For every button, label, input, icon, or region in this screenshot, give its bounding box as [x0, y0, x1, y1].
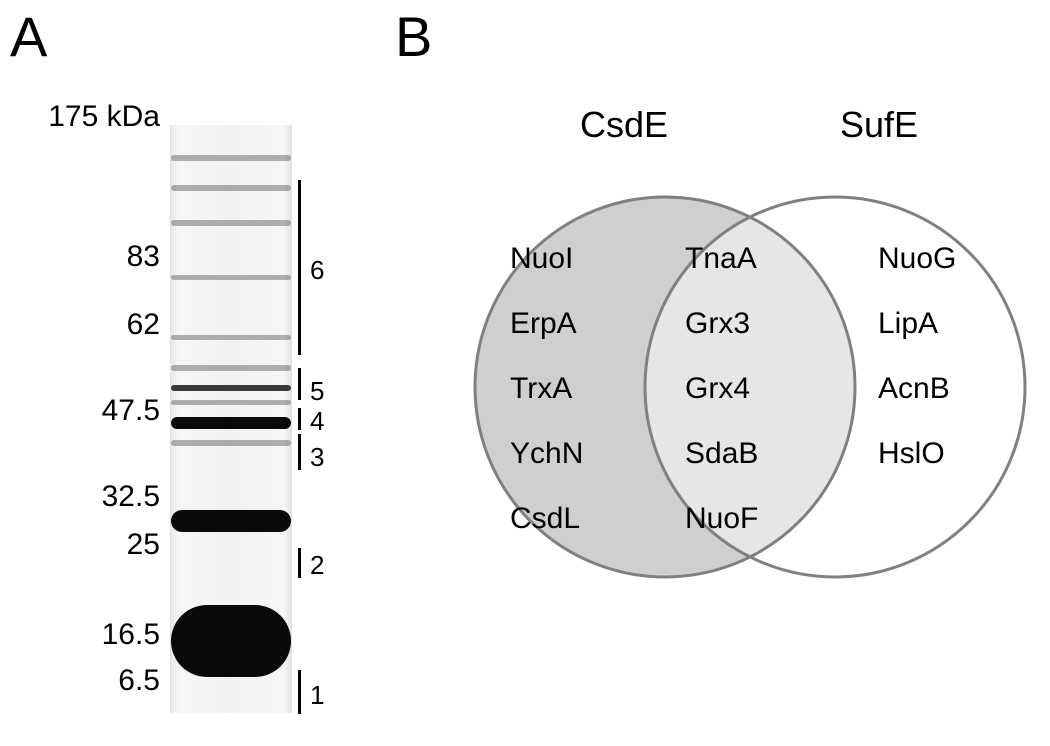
gel-band — [171, 400, 291, 405]
gel-band — [171, 155, 291, 161]
venn-item-right: LipA — [878, 307, 938, 341]
gel-region-number: 2 — [310, 550, 324, 581]
panel-b-label: B — [395, 4, 432, 69]
gel-band — [171, 440, 291, 446]
venn-item-left: ErpA — [510, 307, 577, 341]
gel-band — [171, 510, 291, 532]
mw-marker-label: 6.5 — [118, 664, 160, 698]
gel-region-number: 5 — [310, 376, 324, 407]
venn-item-overlap: SdaB — [685, 437, 758, 471]
venn-panel: CsdE SufE NuoIErpATrxAYchNCsdLTnaAGrx3Gr… — [470, 112, 1050, 672]
mw-marker-label: 32.5 — [102, 480, 160, 514]
gel-region-number: 1 — [310, 680, 324, 711]
venn-item-overlap: Grx3 — [685, 307, 750, 341]
gel-region-number: 3 — [310, 442, 324, 473]
gel-region-bar — [298, 408, 301, 430]
gel-region-bar — [298, 368, 301, 400]
gel-region-bar — [298, 670, 301, 714]
gel-region-bar — [298, 180, 301, 355]
gel-region-bar — [298, 548, 301, 578]
venn-right-title: SufE — [840, 104, 918, 146]
venn-item-left: YchN — [510, 437, 583, 471]
gel-region-number: 6 — [310, 255, 324, 286]
venn-item-right: HslO — [878, 437, 945, 471]
gel-band — [171, 417, 291, 429]
gel-band — [171, 335, 291, 340]
gel-band — [171, 605, 291, 677]
gel-band — [171, 185, 291, 191]
mw-marker-label: 175 kDa — [48, 100, 160, 134]
gel-region-number: 4 — [310, 406, 324, 437]
venn-item-right: NuoG — [878, 242, 956, 276]
venn-item-overlap: TnaA — [685, 242, 757, 276]
venn-item-right: AcnB — [878, 372, 950, 406]
venn-left-title: CsdE — [580, 104, 668, 146]
venn-item-overlap: Grx4 — [685, 372, 750, 406]
gel-band — [171, 275, 291, 280]
gel-band — [171, 365, 291, 371]
gel-lane — [170, 125, 292, 713]
mw-marker-label: 25 — [127, 528, 160, 562]
mw-marker-label: 47.5 — [102, 394, 160, 428]
mw-marker-label: 62 — [127, 308, 160, 342]
venn-item-left: TrxA — [510, 372, 572, 406]
gel-region-bar — [298, 434, 301, 470]
gel-panel: 175 kDa 83 62 47.5 32.5 25 16.5 6.5 6 54 3 2 1 — [40, 30, 400, 730]
venn-item-left: NuoI — [510, 242, 573, 276]
mw-marker-label: 83 — [127, 240, 160, 274]
venn-item-overlap: NuoF — [685, 502, 758, 536]
gel-band — [171, 385, 291, 391]
mw-marker-label: 16.5 — [102, 618, 160, 652]
figure-root: A B 175 kDa836247.532.52516.56.5 654321 … — [0, 0, 1050, 746]
gel-band — [171, 220, 291, 226]
venn-item-left: CsdL — [510, 502, 580, 536]
